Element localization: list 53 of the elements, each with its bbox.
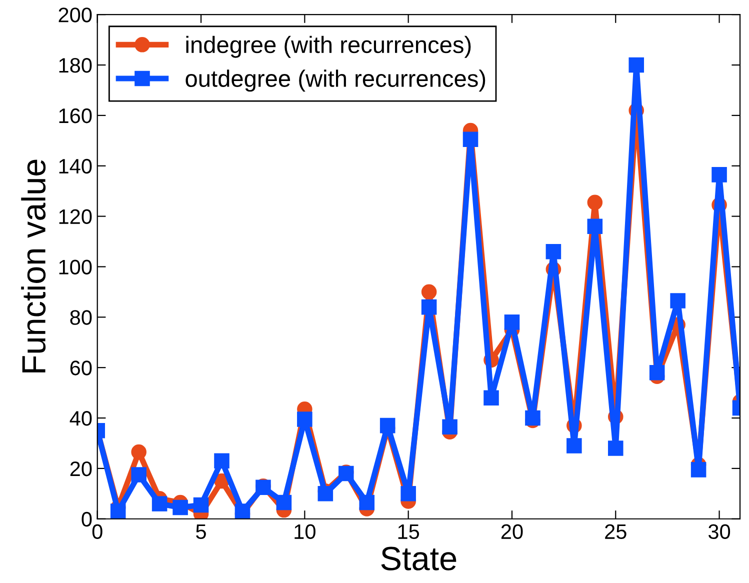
- point: [504, 314, 520, 330]
- legend-label: outdegree (with recurrences): [186, 70, 486, 92]
- x-axis-title: State: [381, 546, 456, 570]
- y-tick-label: 160: [59, 108, 92, 124]
- y-tick-label: 120: [59, 209, 92, 224]
- point: [131, 444, 146, 460]
- x-tick-label: 5: [196, 524, 206, 540]
- y-tick-label: 80: [70, 310, 92, 325]
- point: [690, 462, 706, 478]
- point: [462, 132, 478, 148]
- y-tick-label: 60: [70, 360, 92, 376]
- legend-label: indegree (with recurrences): [186, 36, 471, 58]
- point: [172, 500, 188, 516]
- point: [628, 57, 644, 73]
- x-tick-label: 30: [708, 524, 730, 540]
- point: [110, 504, 126, 519]
- point: [670, 293, 686, 308]
- x-tick-label: 15: [398, 524, 420, 540]
- point: [649, 364, 665, 380]
- point: [152, 496, 168, 512]
- point: [380, 418, 396, 434]
- y-tick-label: 40: [70, 411, 92, 426]
- x-tick-label: 10: [294, 524, 316, 540]
- point: [214, 453, 230, 469]
- point: [484, 390, 499, 406]
- point: [193, 497, 209, 513]
- point: [525, 410, 540, 426]
- y-tick-label: 20: [70, 461, 92, 476]
- point: [297, 412, 312, 427]
- point: [359, 494, 375, 510]
- x-tick-label: 25: [605, 524, 626, 540]
- point: [400, 486, 416, 502]
- point: [546, 244, 562, 260]
- y-tick-label: 180: [59, 58, 92, 73]
- point: [587, 194, 603, 210]
- y-axis-title: Function value: [21, 160, 46, 372]
- point: [318, 486, 334, 502]
- point: [566, 438, 582, 454]
- x-tick-label: 0: [92, 524, 102, 540]
- point: [587, 218, 603, 234]
- point: [234, 504, 250, 519]
- point: [421, 284, 437, 300]
- point: [608, 440, 624, 456]
- point: [712, 167, 727, 182]
- point: [276, 494, 292, 510]
- point: [442, 419, 458, 434]
- point: [131, 467, 146, 482]
- x-tick-label: 20: [501, 524, 523, 540]
- y-tick-label: 140: [59, 158, 92, 174]
- point: [421, 299, 437, 315]
- y-tick-label: 200: [58, 8, 92, 22]
- y-tick-label: 100: [59, 260, 92, 274]
- y-tick-label: 0: [82, 512, 92, 527]
